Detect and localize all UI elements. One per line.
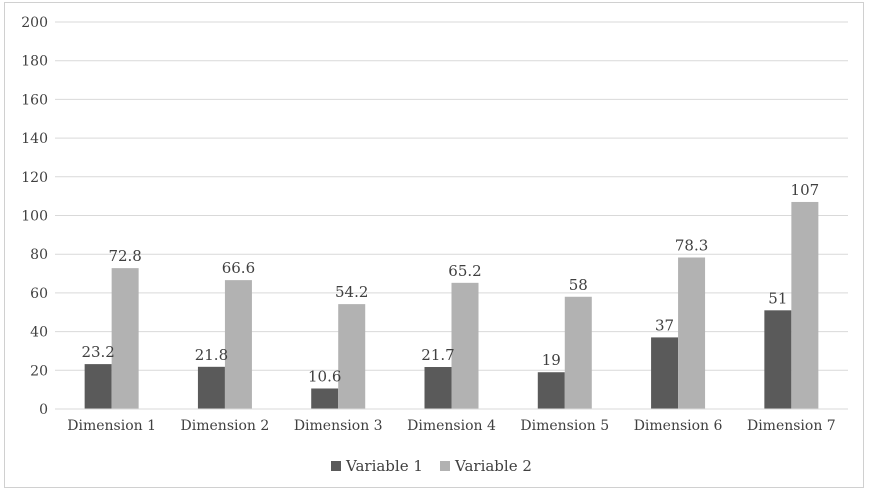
bar [111,268,139,409]
data-label: 23.2 [81,343,114,361]
x-axis-tick-labels: Dimension 1 Dimension 2 Dimension 3 Dimensi… [67,418,835,434]
x-tick-label: Dimension 2 [181,418,270,434]
gridlines [55,21,848,371]
y-axis-tick-labels: 0 20 40 60 80 100 120 140 160 180 200 [21,15,48,418]
data-label: 78.3 [675,236,708,254]
y-tick-label: 80 [30,247,48,263]
data-label: 107 [791,181,820,199]
y-tick-label: 180 [21,54,48,70]
data-label: 10.6 [308,367,341,385]
bar [338,304,366,409]
bar [564,296,592,409]
bar [791,201,819,409]
bar [678,257,706,409]
data-label: 21.8 [195,346,228,364]
x-tick-label: Dimension 6 [634,418,723,434]
y-tick-label: 40 [30,325,48,341]
bar [451,282,479,409]
y-tick-label: 140 [21,131,48,147]
bars [84,201,819,409]
legend-label: Variable 1 [345,457,423,475]
data-label: 65.2 [448,262,481,280]
bar [311,388,339,409]
x-tick-label: Dimension 5 [520,418,609,434]
y-tick-label: 20 [30,363,48,379]
data-label: 58 [569,276,588,294]
y-tick-label: 60 [30,286,48,302]
y-tick-label: 200 [21,15,48,31]
data-label: 54.2 [335,283,368,301]
bar [84,364,112,409]
x-tick-label: Dimension 7 [747,418,836,434]
legend-label: Variable 2 [454,457,532,475]
data-label: 21.7 [421,346,454,364]
data-label: 37 [655,316,674,334]
y-tick-label: 120 [21,170,48,186]
x-tick-label: Dimension 4 [407,418,496,434]
data-label: 51 [768,289,787,307]
legend-swatch [331,461,341,471]
bar [651,337,679,409]
data-label: 19 [542,351,561,369]
x-tick-label: Dimension 1 [67,418,156,434]
legend-swatch [440,461,450,471]
legend: Variable 1 Variable 2 [331,457,532,475]
y-tick-label: 160 [21,92,48,108]
bar [537,372,565,409]
bar [424,367,452,409]
y-tick-label: 0 [39,402,48,418]
bar [224,280,252,409]
bar [197,366,225,409]
y-tick-label: 100 [21,209,48,225]
data-label: 66.6 [222,259,255,277]
x-tick-label: Dimension 3 [294,418,383,434]
data-labels: 23.2 72.8 21.8 66.6 10.6 54.2 21.7 65.2 19 58 37 78… [81,181,819,386]
bar [764,310,792,409]
data-label: 72.8 [108,247,141,265]
